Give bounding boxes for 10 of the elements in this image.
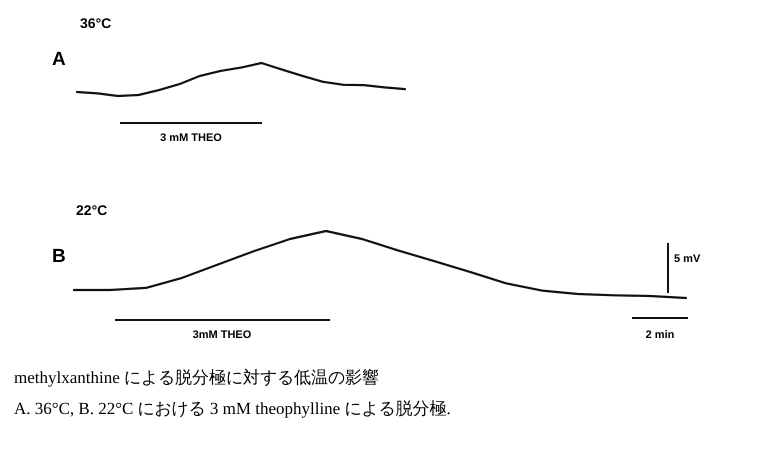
chart-subtitle: 36°C [80,15,112,31]
chart-title: A [52,49,66,70]
text: 3 mM THEO [160,132,222,144]
text: A. 36°C, B. 22°C における 3 mM theophylline による脱分極. [14,399,451,418]
annotation: 5 mV [674,253,701,265]
text: methylxanthine による脱分極に対する低温の影響 [14,368,380,387]
text: 3mM THEO [192,329,252,341]
text: 2 min [646,329,675,341]
chart-subtitle: 22°C [76,202,108,218]
text: B [52,246,66,267]
